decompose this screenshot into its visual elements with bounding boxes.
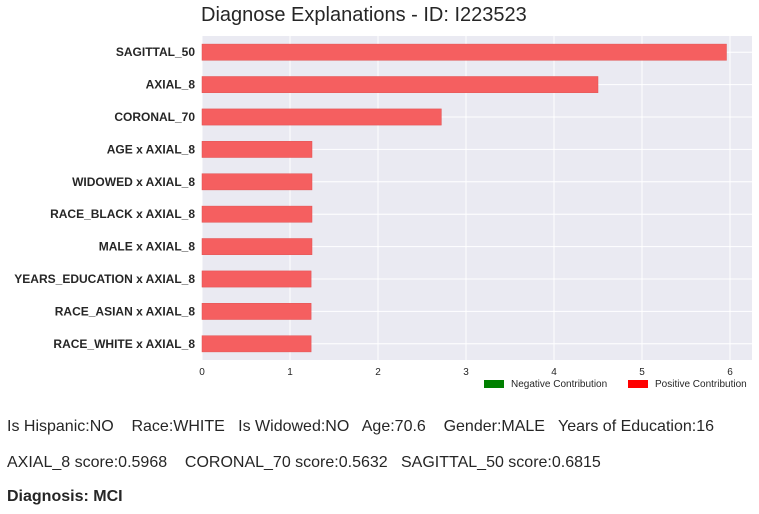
x-tick-label: 5 [639, 367, 645, 378]
bar-race-black-x-axial-8 [201, 205, 313, 223]
category-label: AXIAL_8 [146, 78, 196, 92]
x-tick-labels: 0 1 2 3 4 5 6 [199, 367, 733, 378]
bar-race-white-x-axial-8 [201, 335, 312, 353]
x-tick-label: 4 [551, 367, 557, 378]
legend-label-negative: Negative Contribution [511, 379, 608, 390]
bar-axial-8 [201, 76, 599, 93]
bar-coronal-70 [201, 108, 442, 126]
category-label: WIDOWED x AXIAL_8 [72, 175, 195, 189]
category-label: RACE_BLACK x AXIAL_8 [50, 207, 195, 221]
legend-swatch-negative [484, 380, 504, 388]
bar-race-asian-x-axial-8 [201, 303, 312, 320]
region-scores: AXIAL_8 score:0.5968 CORONAL_70 score:0.… [7, 454, 601, 471]
bar-sagittal-50 [201, 43, 727, 61]
bar-age-x-axial-8 [201, 141, 313, 158]
category-label: CORONAL_70 [114, 110, 195, 124]
category-label: RACE_WHITE x AXIAL_8 [53, 337, 195, 351]
x-tick-label: 6 [727, 367, 733, 378]
category-label: RACE_ASIAN x AXIAL_8 [55, 304, 196, 318]
category-label: MALE x AXIAL_8 [99, 240, 196, 254]
category-labels: SAGITTAL_50 AXIAL_8 CORONAL_70 AGE x AXIAL_… [14, 45, 195, 351]
chart-title: Diagnose Explanations - ID: I223523 [201, 4, 527, 26]
category-label: AGE x AXIAL_8 [107, 142, 196, 156]
x-tick-label: 3 [463, 367, 469, 378]
bar-years-education-x-axial-8 [201, 270, 312, 288]
diagnosis-label: Diagnosis: MCI [7, 488, 123, 505]
chart-canvas: SAGITTAL_50 AXIAL_8 CORONAL_70 AGE x AXIAL_… [14, 36, 752, 378]
category-label: YEARS_EDUCATION x AXIAL_8 [14, 272, 195, 286]
bars [201, 43, 727, 353]
legend-label-positive: Positive Contribution [655, 379, 747, 390]
x-tick-label: 1 [287, 367, 293, 378]
bar-male-x-axial-8 [201, 238, 313, 255]
x-tick-label: 2 [375, 367, 381, 378]
legend-swatch-positive [628, 380, 648, 388]
patient-demographics: Is Hispanic:NO Race:WHITE Is Widowed:NO … [7, 418, 714, 435]
bar-widowed-x-axial-8 [201, 173, 313, 191]
x-tick-label: 0 [199, 367, 205, 378]
category-label: SAGITTAL_50 [116, 45, 195, 59]
